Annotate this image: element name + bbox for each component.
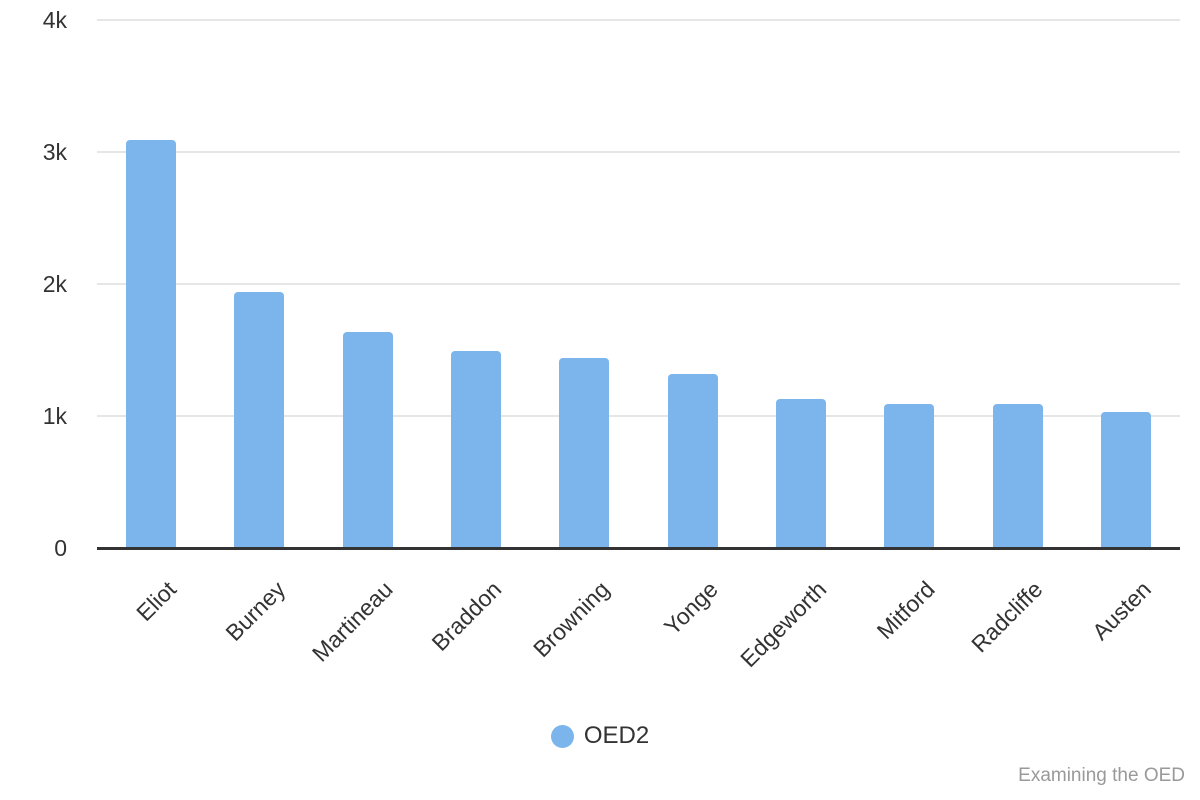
y-axis-label-2k: 2k xyxy=(42,271,67,297)
gridline-4k xyxy=(97,19,1180,21)
x-axis-label-eliot: Eliot xyxy=(131,576,182,627)
gridline-2k xyxy=(97,283,1180,285)
legend: OED2 xyxy=(0,722,1200,750)
legend-label: OED2 xyxy=(583,722,650,749)
x-axis-label-martineau: Martineau xyxy=(307,576,399,667)
legend-item-oed2[interactable]: OED2 xyxy=(550,722,650,750)
legend-marker-circle-icon xyxy=(550,724,574,748)
bar-radcliffe[interactable] xyxy=(992,404,1043,548)
bar-mitford[interactable] xyxy=(884,404,935,548)
x-axis-label-yonge: Yonge xyxy=(659,576,724,640)
x-axis-label-browning: Browning xyxy=(528,576,615,663)
bar-yonge[interactable] xyxy=(667,373,718,548)
bar-martineau[interactable] xyxy=(342,331,393,548)
y-axis-label-0: 0 xyxy=(54,535,67,561)
x-axis-line xyxy=(97,547,1180,550)
bar-edgeworth[interactable] xyxy=(775,398,826,548)
gridline-1k xyxy=(97,415,1180,417)
y-axis-label-1k: 1k xyxy=(42,403,67,429)
x-axis-label-mitford: Mitford xyxy=(871,576,940,645)
gridline-3k xyxy=(97,151,1180,153)
x-axis-label-burney: Burney xyxy=(219,576,290,646)
bar-burney[interactable] xyxy=(234,291,285,548)
x-axis-label-austen: Austen xyxy=(1087,576,1157,646)
y-axis-label-4k: 4k xyxy=(42,7,67,33)
y-axis-label-3k: 3k xyxy=(42,139,67,165)
x-axis-label-radcliffe: Radcliffe xyxy=(966,576,1048,658)
bar-browning[interactable] xyxy=(559,357,610,548)
bar-austen[interactable] xyxy=(1100,412,1151,548)
x-axis-label-braddon: Braddon xyxy=(426,576,507,656)
chart-credits[interactable]: Examining the OED xyxy=(1018,765,1185,786)
bar-eliot[interactable] xyxy=(126,140,177,548)
x-axis-label-edgeworth: Edgeworth xyxy=(735,576,832,673)
bar-braddon[interactable] xyxy=(451,351,502,548)
